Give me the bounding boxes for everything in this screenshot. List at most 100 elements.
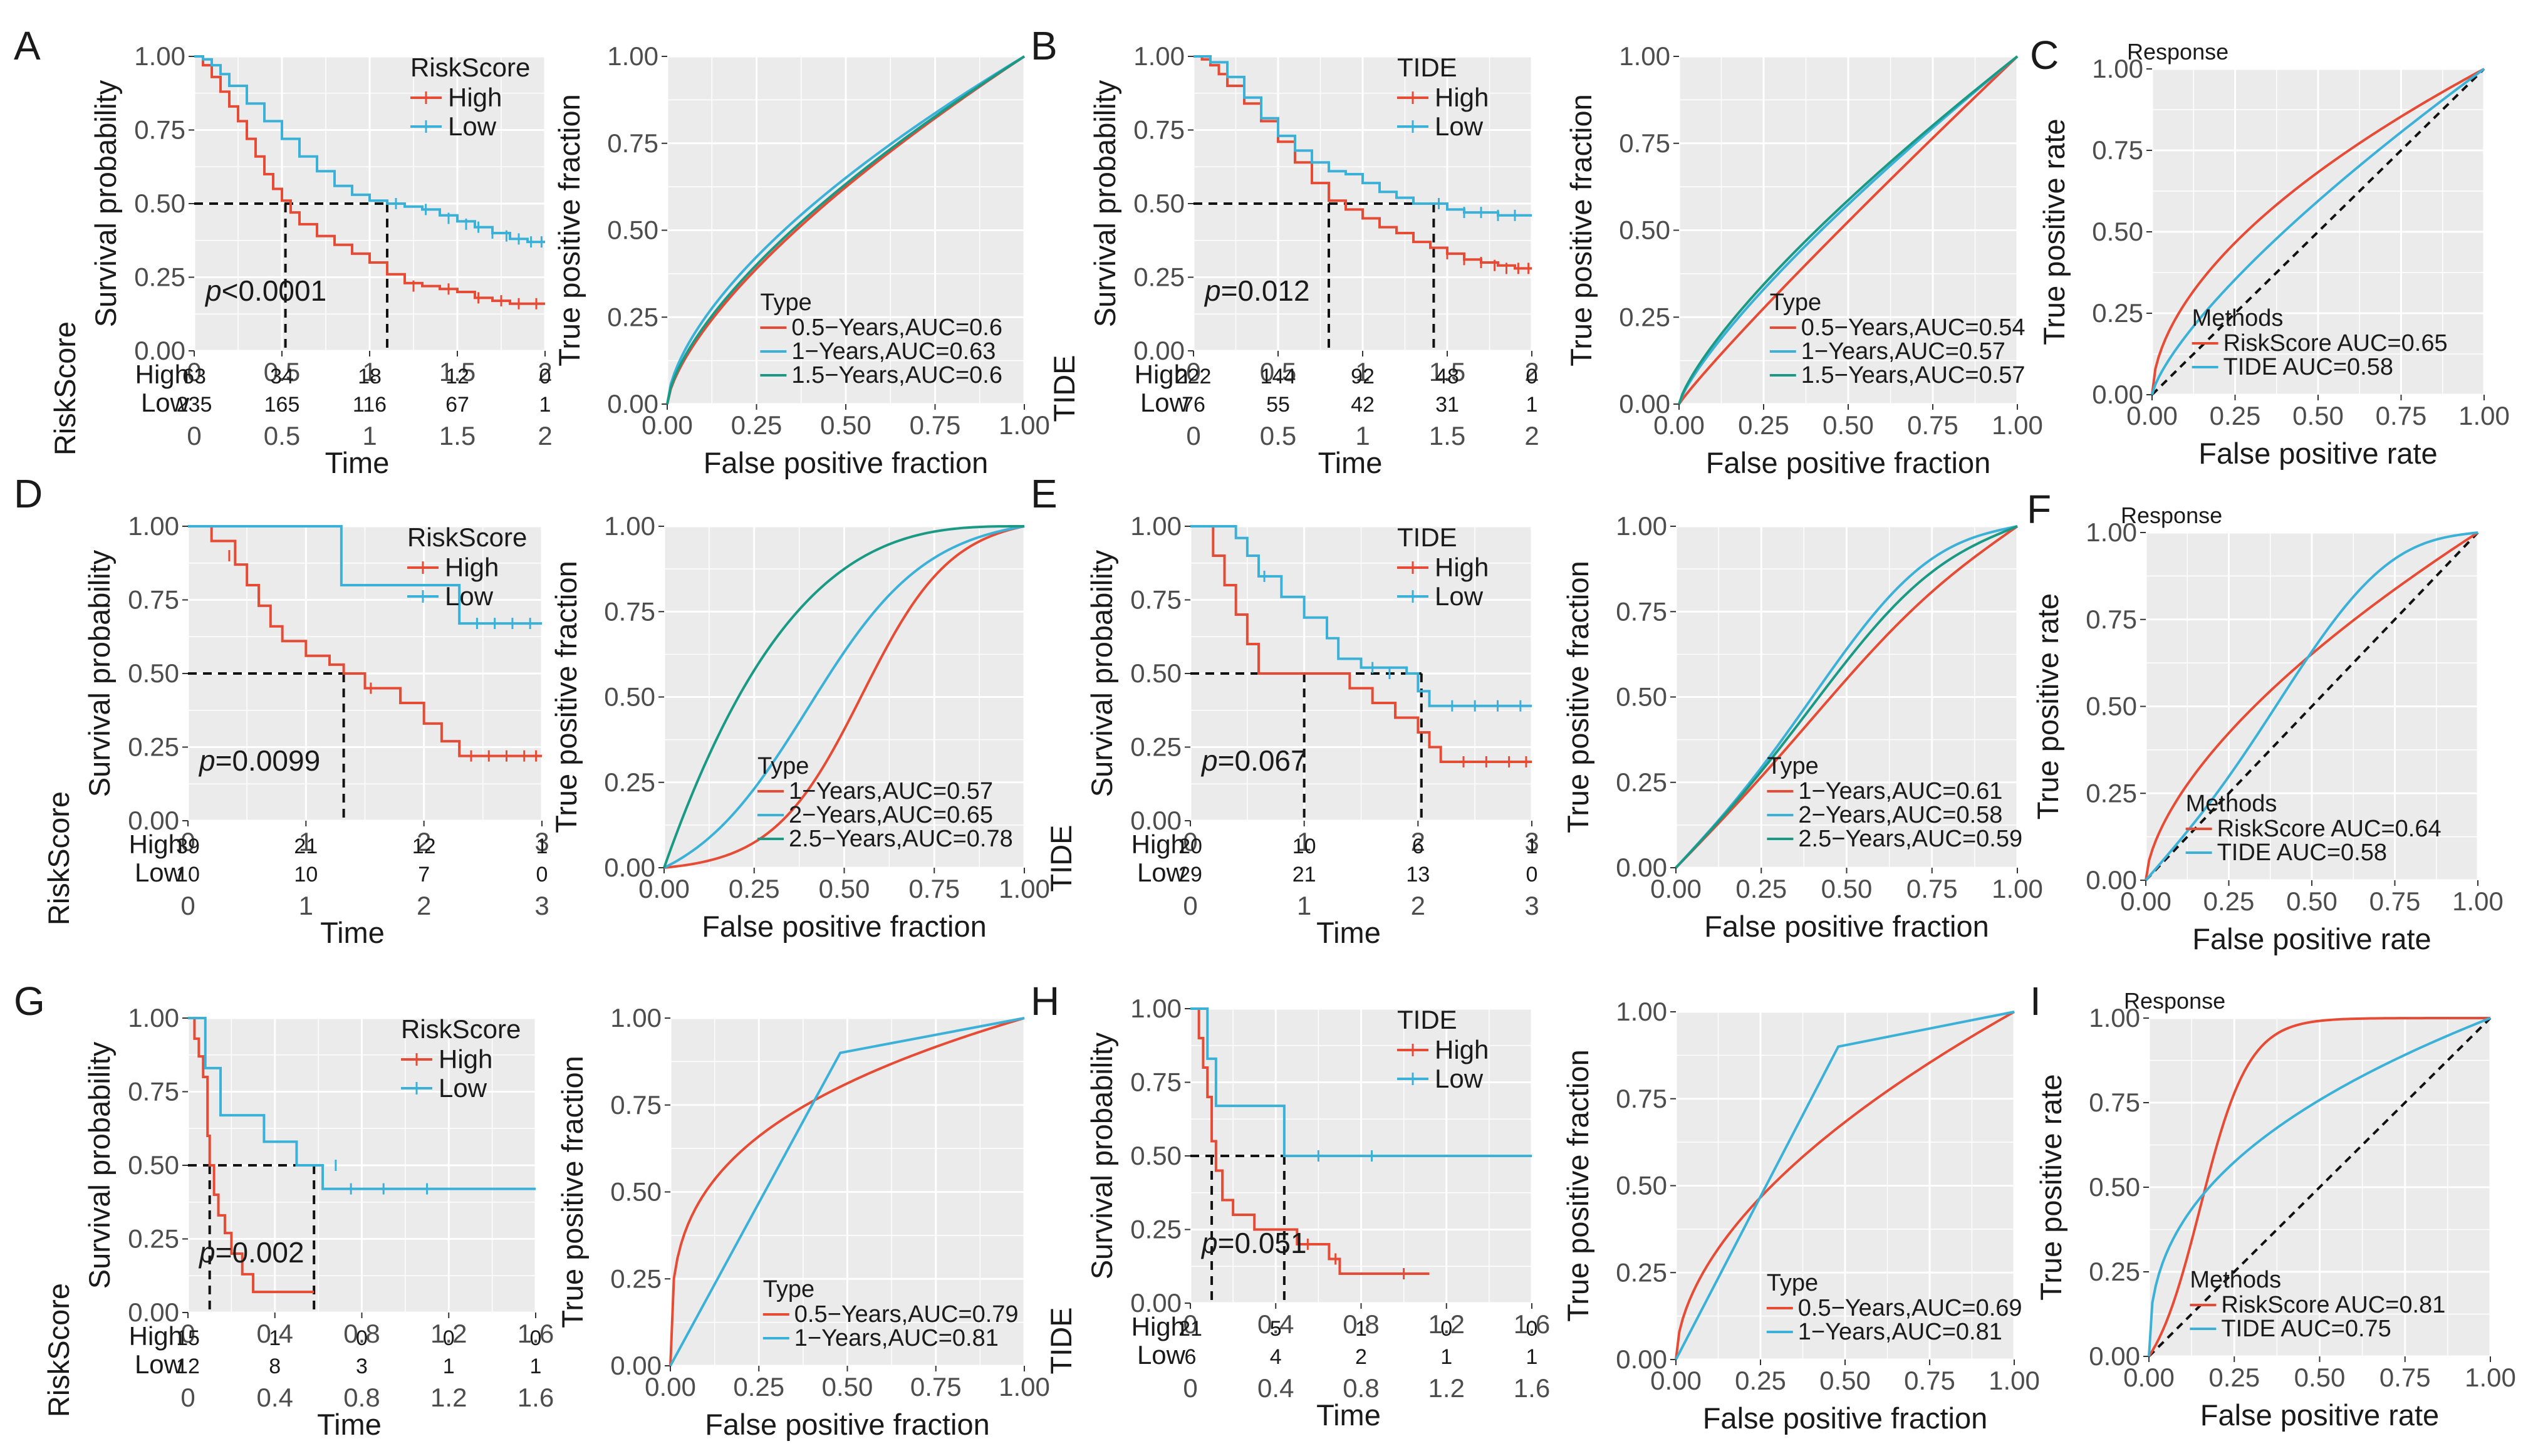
- y-tick-label: 0.00: [1130, 806, 1182, 835]
- x-tick-label: 3: [534, 827, 549, 856]
- y-axis-title: True positive fraction: [1561, 561, 1594, 833]
- risk-table-group: Low: [1140, 388, 1189, 417]
- risk-count: 10: [176, 863, 200, 887]
- risk-table-group: High: [1135, 360, 1188, 389]
- risk-table-title: TIDE: [1048, 355, 1081, 422]
- y-tick-label: 0.00: [2092, 380, 2143, 409]
- y-tick-label: 0.00: [134, 336, 185, 365]
- risk-table-group: Low: [1137, 858, 1186, 887]
- km-panel-D: 0 1 2 30.000.250.500.751.00p=0.0099RiskScor…: [42, 511, 549, 949]
- y-axis-title: Survival probability: [1085, 549, 1118, 797]
- risk-count: 165: [264, 393, 300, 417]
- y-tick-label: 0.75: [2092, 135, 2143, 165]
- legend-label: TIDE AUC=0.58: [2223, 354, 2393, 380]
- roc-curve: [1678, 55, 2019, 405]
- p-value-symbol: p: [198, 1236, 216, 1269]
- x-tick-label: 0.50: [2294, 1363, 2346, 1392]
- y-tick-label: 0.75: [1130, 1068, 1182, 1097]
- x-tick-label: 1.00: [1992, 410, 2043, 440]
- y-tick-label: 0.25: [2086, 778, 2137, 808]
- risk-count: 222: [1176, 365, 1212, 388]
- y-tick-label: 1.00: [2086, 517, 2137, 547]
- legend-label: RiskScore AUC=0.81: [2221, 1292, 2445, 1318]
- y-axis-title: True positive rate: [2037, 118, 2071, 345]
- legend-label: TIDE AUC=0.58: [2217, 840, 2387, 866]
- y-tick-label: 0.25: [128, 732, 179, 762]
- y-tick-label: 0.50: [134, 189, 185, 218]
- x-tick-label: 1.00: [999, 1372, 1050, 1401]
- y-tick-label: 1.00: [134, 41, 185, 71]
- y-tick-label: 0.25: [1616, 1257, 1667, 1287]
- x-tick-label: 0.50: [1821, 874, 1873, 903]
- risk-count: 3: [356, 1355, 368, 1378]
- risk-count: 1: [1526, 835, 1538, 858]
- x-tick-label: 2: [1524, 357, 1539, 387]
- x-tick-label: 0.50: [822, 1372, 873, 1401]
- panel-label: I: [2030, 979, 2041, 1024]
- roc-curve: [1678, 55, 2019, 405]
- risk-count: 5: [1270, 1317, 1282, 1341]
- y-tick-label: 0.75: [2089, 1088, 2140, 1117]
- x-tick-label: 0.4: [257, 1319, 293, 1348]
- risk-count: 116: [353, 393, 387, 417]
- y-axis-title: Survival probability: [1085, 1032, 1118, 1279]
- panel-label: H: [1031, 979, 1059, 1024]
- risk-count: 0: [1526, 365, 1538, 388]
- diagonal-reference: [2148, 1017, 2492, 1358]
- y-tick-label: 1.00: [1619, 41, 1670, 71]
- x-tick-label: 0.5: [1260, 357, 1296, 387]
- y-tick-label: 0.50: [1130, 658, 1182, 688]
- y-tick-label: 1.00: [1616, 997, 1667, 1026]
- x-tick-label: 1.5: [439, 357, 476, 387]
- x-axis-title: Time: [317, 1408, 382, 1441]
- risk-table-title: RiskScore: [48, 321, 81, 455]
- x-tick-label: 0.25: [2208, 1363, 2260, 1392]
- y-tick-label: 0.25: [1619, 302, 1670, 331]
- legend-label: Low: [439, 1073, 487, 1103]
- risk-count: 2: [1355, 1345, 1367, 1369]
- y-tick-label: 0.25: [1130, 732, 1182, 762]
- y-tick-label: 0.50: [604, 682, 655, 712]
- risk-time-label: 0: [180, 1383, 195, 1412]
- x-tick-label: 1.2: [430, 1319, 467, 1348]
- legend-label: 2.5−Years,AUC=0.59: [1798, 826, 2022, 852]
- y-axis-title: True positive fraction: [1561, 1049, 1594, 1322]
- y-tick-label: 0.25: [607, 302, 658, 331]
- x-tick-label: 1.00: [2458, 401, 2510, 430]
- legend-title: Methods: [2190, 1267, 2281, 1293]
- y-tick-label: 1.00: [128, 1003, 179, 1032]
- x-tick-label: 1: [362, 357, 377, 387]
- y-tick-label: 1.00: [610, 1003, 662, 1032]
- y-axis-title: True positive fraction: [1564, 94, 1598, 367]
- y-tick-label: 0.00: [1616, 853, 1667, 882]
- legend-title: Type: [757, 753, 809, 779]
- x-tick-label: 0.75: [908, 874, 960, 903]
- y-tick-label: 0.50: [128, 1150, 179, 1180]
- x-tick-label: 0.00: [1653, 410, 1705, 440]
- y-tick-label: 1.00: [1133, 41, 1185, 71]
- y-tick-label: 0.00: [607, 389, 658, 419]
- p-value-symbol: p: [198, 744, 216, 777]
- risk-count: 0: [1526, 1317, 1538, 1341]
- risk-table-group: High: [1131, 829, 1185, 859]
- x-tick-label: 1.00: [999, 874, 1050, 903]
- legend-label: 1−Years,AUC=0.61: [1798, 778, 2002, 804]
- p-value: p=0.012: [1204, 274, 1310, 307]
- risk-count: 20: [1178, 835, 1202, 858]
- legend-label: 2−Years,AUC=0.58: [1798, 802, 2002, 828]
- y-tick-label: 0.75: [1616, 596, 1667, 626]
- legend-label: 0.5−Years,AUC=0.69: [1798, 1295, 2022, 1321]
- x-axis-title: Time: [1316, 1398, 1381, 1432]
- risk-time-label: 1: [1297, 891, 1311, 920]
- legend-label: 1−Years,AUC=0.81: [1798, 1319, 2002, 1345]
- legend-title: Type: [1767, 753, 1818, 779]
- x-tick-label: 0.25: [729, 874, 780, 903]
- risk-count: 144: [1261, 365, 1296, 388]
- legend-title: Methods: [2186, 791, 2277, 817]
- risk-table-title: RiskScore: [42, 791, 75, 925]
- roc-panel-E2: 0.00 0.25 0.50 0.75 1.00 0.00 0.25 0.50 0.75 1.00…: [1561, 511, 2043, 943]
- x-tick-label: 0.00: [645, 1372, 696, 1401]
- legend-label: TIDE AUC=0.75: [2221, 1316, 2391, 1342]
- risk-count: 10: [294, 863, 318, 887]
- y-tick-label: 0.25: [2089, 1257, 2140, 1286]
